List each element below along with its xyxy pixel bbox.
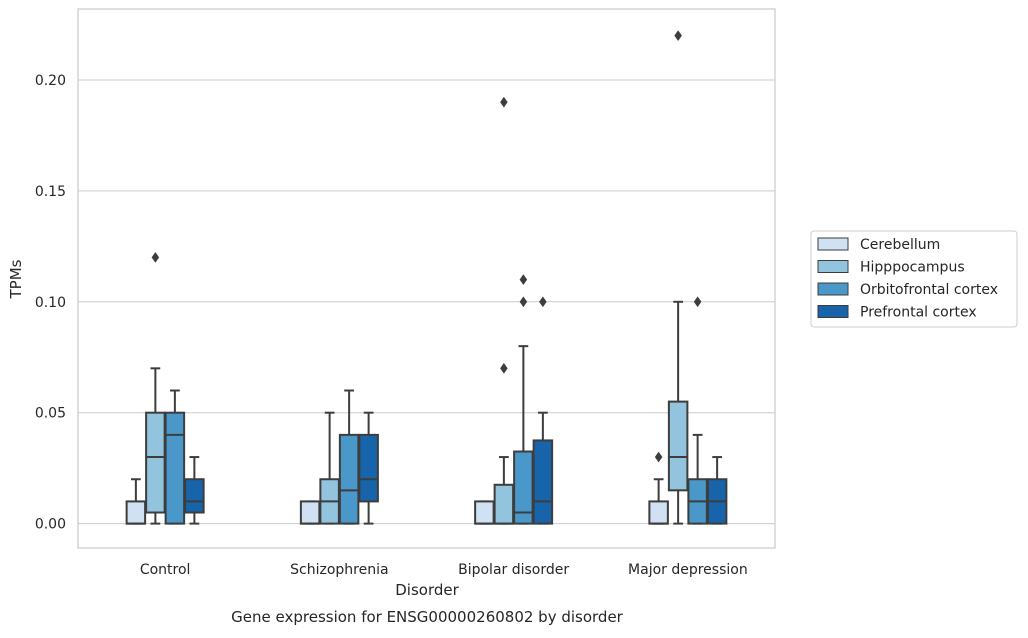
box-group <box>667 30 689 525</box>
box-iqr <box>532 439 554 525</box>
box-iqr <box>299 500 321 525</box>
box-group <box>493 96 515 525</box>
box-iqr <box>667 400 689 492</box>
box-group <box>319 411 340 525</box>
box-iqr <box>493 483 515 525</box>
x-tick-label: Schizophrenia <box>290 562 388 578</box>
x-tick-label: Control <box>140 562 191 578</box>
box-groups <box>125 30 728 525</box>
box-iqr <box>184 478 205 514</box>
box-group <box>338 389 360 525</box>
y-tick-label: 0.15 <box>35 184 66 200</box>
box-iqr <box>474 500 495 525</box>
legend-label: Hipppocampus <box>860 260 965 276</box>
x-tick-labels: Control Schizophrenia Bipolar disorder Majo… <box>140 562 748 578</box>
series-cerebellum <box>125 451 669 525</box>
outlier-point <box>500 362 508 374</box>
box-iqr <box>648 500 669 525</box>
series-prefrontal-cortex <box>184 296 728 525</box>
legend: Cerebellum Hipppocampus Orbitofrontal cort… <box>810 230 1018 328</box>
box-group <box>706 456 728 525</box>
box-iqr <box>125 500 147 525</box>
box-group <box>299 500 321 525</box>
y-tick-label: 0.05 <box>35 406 66 422</box>
series-orbitofrontal-cortex <box>164 274 708 525</box>
box-group <box>532 296 554 525</box>
box-iqr <box>164 411 186 525</box>
box-group <box>164 389 186 525</box>
x-axis-label: Disorder <box>395 581 459 599</box>
legend-label: Orbitofrontal cortex <box>860 282 998 298</box>
y-axis-label: TPMs <box>7 259 25 299</box>
legend-label: Cerebellum <box>860 237 940 253</box>
box-iqr <box>358 433 379 503</box>
x-tick-label: Bipolar disorder <box>458 562 569 578</box>
box-group <box>687 296 708 525</box>
box-group <box>474 500 495 525</box>
y-tick-label: 0.00 <box>35 517 66 533</box>
plot-frame <box>77 8 776 549</box>
box-group <box>184 456 205 525</box>
outlier-point <box>519 296 528 308</box>
box-iqr <box>338 433 360 525</box>
legend-swatch <box>817 260 849 273</box>
box-group <box>125 478 147 525</box>
legend-swatch <box>817 282 849 296</box>
box-group <box>145 251 166 525</box>
box-group <box>358 411 379 525</box>
legend-frame <box>810 230 1018 328</box>
y-tick-label: 0.10 <box>35 295 66 311</box>
x-tick-label: Major depression <box>628 562 748 578</box>
y-tick-labels: 0.00 0.05 0.10 0.15 0.20 <box>35 73 66 533</box>
outlier-point <box>519 274 528 286</box>
y-tick-label: 0.20 <box>35 73 66 89</box>
outlier-point <box>500 96 508 108</box>
legend-swatch <box>817 305 849 318</box>
box-group <box>648 451 669 525</box>
outlier-point <box>654 451 663 463</box>
outlier-point <box>693 296 702 308</box>
legend-swatch <box>817 237 849 251</box>
box-iqr <box>145 411 166 514</box>
outlier-point <box>674 30 682 42</box>
box-group <box>513 274 534 525</box>
series-hipppocampus <box>145 30 689 525</box>
outlier-point <box>539 296 547 308</box>
chart-caption: Gene expression for ENSG00000260802 by d… <box>231 608 624 626</box>
outlier-point <box>151 251 160 263</box>
legend-label: Prefrontal cortex <box>860 305 977 321</box>
